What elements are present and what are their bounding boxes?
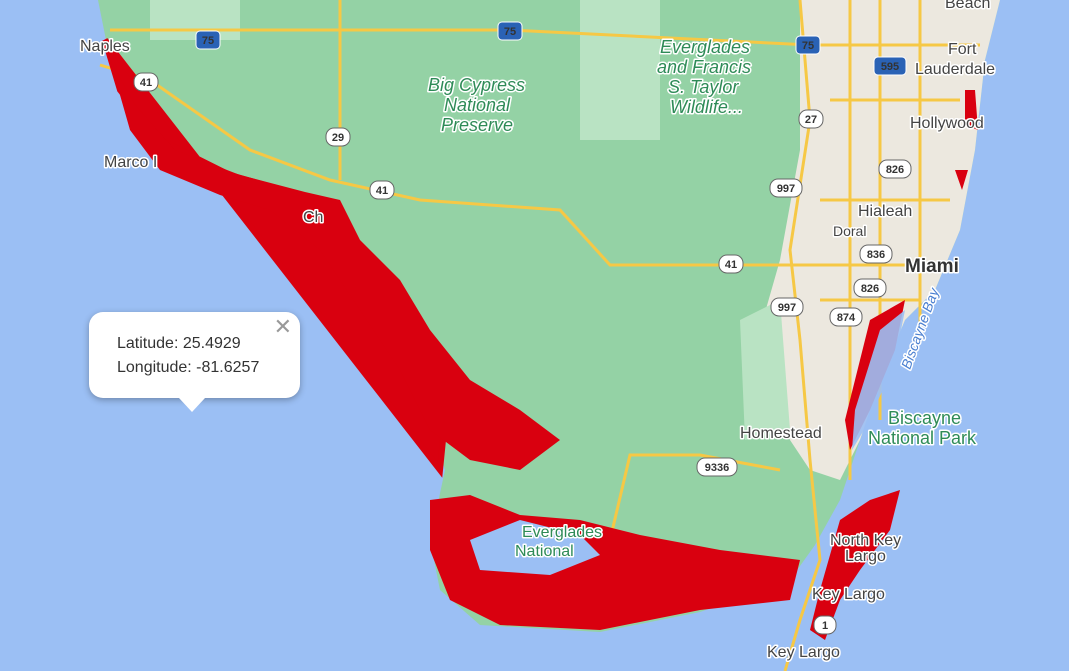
shield-sr27-icon xyxy=(798,109,824,129)
label-everglades-np-1: Everglades xyxy=(522,524,602,541)
shield-sr874-icon xyxy=(829,307,863,327)
shield-i595-icon xyxy=(873,56,907,76)
shield-i75b-label: 75 xyxy=(504,26,516,38)
label-beach: Beach xyxy=(945,0,990,12)
shield-us41b-label: 41 xyxy=(376,185,388,197)
shield-sr836-label: 836 xyxy=(867,249,885,261)
shield-us41c-label: 41 xyxy=(725,259,737,271)
shield-sr874-label: 874 xyxy=(837,312,856,324)
label-naples: Naples xyxy=(80,38,130,55)
shield-sr9336-icon xyxy=(696,457,738,477)
label-everglades-fst-2: and Francis xyxy=(657,57,751,77)
shield-i75a-label: 75 xyxy=(202,35,214,47)
shield-i75c-label: 75 xyxy=(802,40,814,52)
shield-us1-icon xyxy=(813,615,837,635)
shield-i75a-icon xyxy=(195,30,221,50)
longitude-text: Longitude: -81.6257 xyxy=(117,359,260,376)
shield-sr27-label: 27 xyxy=(805,114,817,126)
label-hollywood: Hollywood xyxy=(910,115,984,132)
shield-sr997b-icon xyxy=(770,297,804,317)
label-everglades-fst-3: S. Taylor xyxy=(668,77,739,97)
label-everglades-fst-1: Everglades xyxy=(660,37,750,57)
label-key-largo-2: Key Largo xyxy=(767,644,840,661)
shield-us41a-label: 41 xyxy=(140,77,152,89)
label-big-cypress-3: Preserve xyxy=(441,115,513,135)
latitude-text: Latitude: 25.4929 xyxy=(117,335,241,352)
close-icon[interactable]: ✕ xyxy=(273,314,292,339)
shield-i75b-icon xyxy=(497,21,523,41)
label-north-key-largo-1: North Key xyxy=(830,532,901,549)
label-everglades-fst-4: Wildlife... xyxy=(670,97,743,117)
shield-sr29-label: 29 xyxy=(332,132,344,144)
label-lauderdale: Lauderdale xyxy=(915,61,995,78)
label-biscayne-np-2: National Park xyxy=(868,428,977,448)
label-big-cypress-1: Big Cypress xyxy=(428,75,525,95)
shield-sr9336-label: 9336 xyxy=(705,462,729,474)
shield-us41a-icon xyxy=(133,72,159,92)
biscayne-bay-water xyxy=(852,310,905,450)
shield-sr826a-label: 826 xyxy=(886,164,904,176)
everglades-bay xyxy=(470,520,600,575)
light-green-area xyxy=(580,0,660,140)
shield-i595-label: 595 xyxy=(881,61,899,73)
label-homestead: Homestead xyxy=(740,425,822,442)
shield-sr826b-icon xyxy=(853,278,887,298)
shield-sr836-icon xyxy=(859,244,893,264)
label-key-largo-1: Key Largo xyxy=(812,586,885,603)
label-biscayne-np-1: Biscayne xyxy=(888,408,961,428)
shield-sr29-icon xyxy=(325,127,351,147)
label-everglades-np-2: National xyxy=(515,543,574,560)
coordinate-popup: ✕ Latitude: 25.4929 Longitude: -81.6257 xyxy=(89,312,300,412)
light-green-area xyxy=(150,0,240,40)
road-shields: 75 75 75 595 41 41 41 29 27 997 997 826 826 836 874 933… xyxy=(133,21,912,635)
shield-sr997b-label: 997 xyxy=(778,302,796,314)
label-miami: Miami xyxy=(905,256,959,277)
shield-sr997a-label: 997 xyxy=(777,183,795,195)
shield-us41c-icon xyxy=(718,254,744,274)
label-marco-island: Marco I xyxy=(104,154,157,171)
label-hialeah: Hialeah xyxy=(858,203,912,220)
land-mainland xyxy=(98,0,1000,632)
light-green-area xyxy=(740,300,790,440)
shield-sr826b-label: 826 xyxy=(861,283,879,295)
label-big-cypress-2: National xyxy=(444,95,511,115)
shield-sr997a-icon xyxy=(769,178,803,198)
shield-us41b-icon xyxy=(369,180,395,200)
label-fort: Fort xyxy=(948,41,977,58)
shield-sr826a-icon xyxy=(878,159,912,179)
shield-us1-label: 1 xyxy=(822,620,828,632)
shield-i75c-icon xyxy=(795,35,821,55)
label-north-key-largo-2: Largo xyxy=(845,548,886,565)
label-doral: Doral xyxy=(833,223,866,239)
label-chokoloskee: Ch xyxy=(303,209,323,226)
